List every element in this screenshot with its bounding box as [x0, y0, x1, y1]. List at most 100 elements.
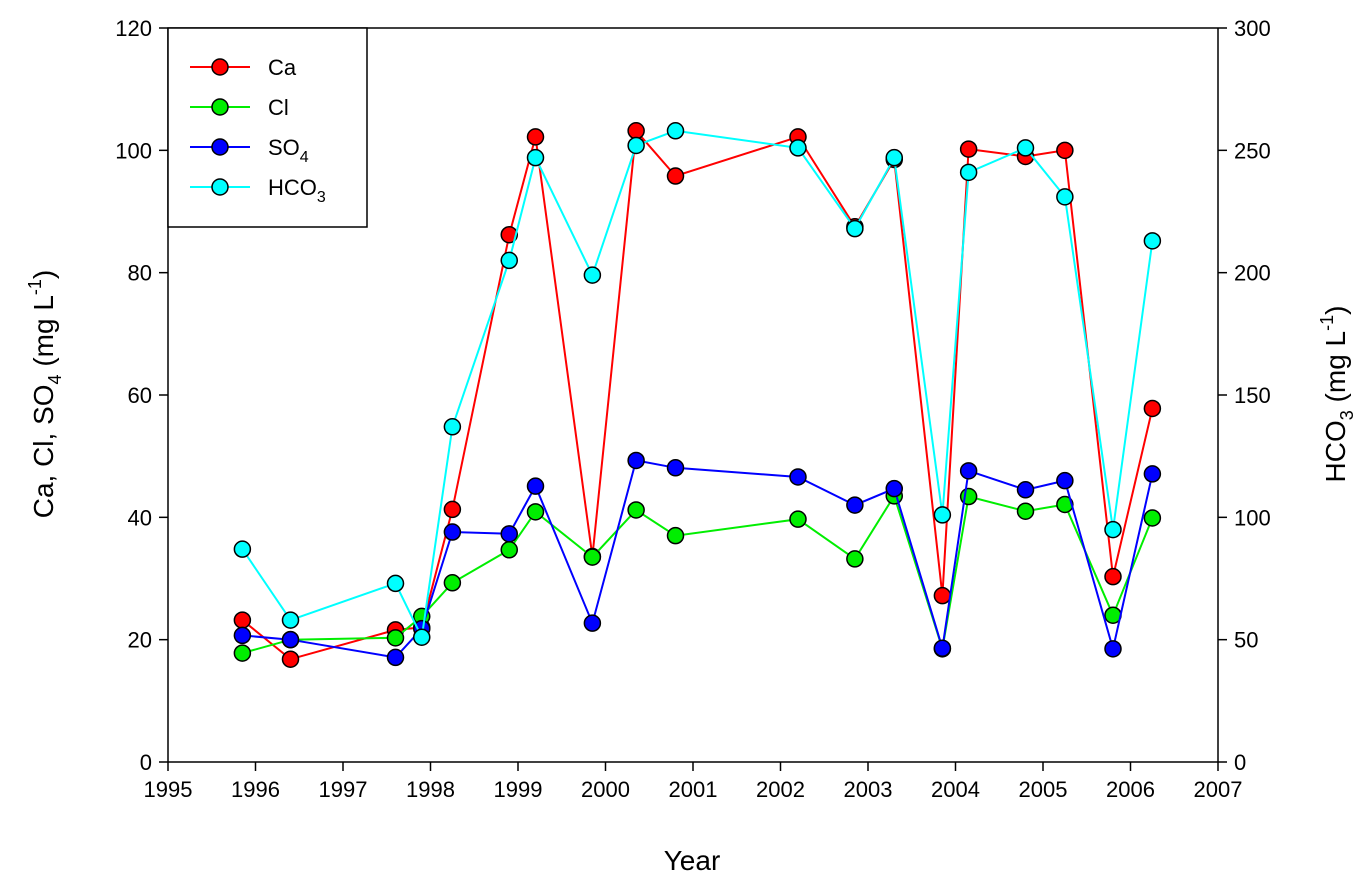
data-point-so4 [959, 462, 978, 480]
y-left-unit-post: ) [28, 270, 59, 279]
legend-label-cl: Cl [268, 95, 289, 120]
data-point-hco3 [885, 148, 903, 167]
data-point-hco3 [1056, 188, 1074, 206]
data-point-so4 [500, 525, 518, 543]
x-tick-label: 2007 [1194, 777, 1243, 802]
data-point-hco3 [933, 506, 952, 524]
y-left-tick-label: 40 [128, 505, 152, 530]
x-tick-label: 2000 [581, 777, 630, 802]
data-point-so4 [526, 477, 545, 495]
legend-box [167, 27, 368, 228]
data-point-so4 [1104, 640, 1122, 658]
x-tick-label: 2003 [844, 777, 893, 802]
x-tick-label: 1998 [406, 777, 455, 802]
data-point-ca [666, 167, 685, 185]
series-line-so4 [242, 459, 1154, 659]
series-line-cl [242, 493, 1154, 655]
data-point-so4 [846, 496, 864, 514]
legend-label-ca: Ca [268, 55, 297, 80]
data-point-ca [959, 140, 978, 158]
x-tick-label: 2004 [931, 777, 980, 802]
y-right-tick-label: 0 [1234, 750, 1246, 775]
x-tick-label: 2002 [756, 777, 805, 802]
data-point-cl [500, 541, 518, 559]
y-right-unit-post: ) [1320, 306, 1351, 315]
data-point-so4 [666, 459, 685, 477]
series-ca [233, 122, 1162, 668]
y-right-base: HCO [1320, 420, 1351, 482]
data-point-ca [526, 128, 545, 146]
legend: Ca Cl SO4 HCO3 [167, 27, 368, 228]
y-right-tick-label: 100 [1234, 505, 1271, 530]
series-hco3 [233, 122, 1162, 646]
data-point-so4 [885, 479, 903, 498]
series-line-hco3 [241, 129, 1154, 641]
data-point-hco3 [789, 139, 807, 157]
y-axis-title-left: Ca, Cl, SO4 (mg L-1) [25, 270, 65, 519]
series-layer [233, 122, 1162, 668]
data-point-so4 [627, 451, 645, 470]
data-point-hco3 [443, 418, 462, 436]
data-point-cl [1056, 495, 1074, 514]
x-tick-label: 1995 [144, 777, 193, 802]
x-tick-label: 1999 [494, 777, 543, 802]
data-point-ca [1056, 141, 1074, 160]
y-right-sub: 3 [1337, 410, 1357, 420]
y-axis-title-right: HCO3 (mg L-1) [1317, 306, 1357, 483]
y-left-tick-label: 0 [140, 750, 152, 775]
data-point-cl [789, 510, 807, 528]
y-left-unit-pre: (mg L [28, 295, 59, 374]
x-tick-label: 2005 [1019, 777, 1068, 802]
data-point-cl [526, 503, 545, 521]
legend-label-so4: SO4 [268, 135, 309, 166]
y-right-sup: -1 [1317, 315, 1337, 331]
y-right-unit-pre: (mg L [1320, 331, 1351, 410]
data-point-ca [233, 611, 252, 629]
data-point-cl [583, 548, 602, 566]
data-point-so4 [789, 468, 807, 486]
data-point-hco3 [500, 251, 518, 270]
data-point-hco3 [627, 136, 645, 155]
x-tick-label: 1997 [319, 777, 368, 802]
legend-marker-ca [211, 58, 229, 76]
data-point-ca [1143, 399, 1162, 418]
data-point-hco3 [846, 219, 864, 238]
data-point-hco3 [281, 611, 300, 629]
y-right-tick-label: 200 [1234, 261, 1271, 286]
y-left-tick-label: 120 [115, 16, 152, 41]
legend-label-hco3: HCO3 [268, 175, 326, 206]
legend-marker-so4 [211, 138, 229, 156]
x-tick-label: 1996 [231, 777, 280, 802]
data-point-cl [1016, 502, 1035, 520]
y-left-base: Ca, Cl, SO [28, 384, 59, 518]
y-left-sub: 4 [45, 374, 65, 384]
data-point-so4 [1143, 465, 1162, 483]
y-left-tick-label: 80 [128, 261, 152, 286]
series-so4 [233, 451, 1162, 667]
x-tick-label: 2001 [669, 777, 718, 802]
data-point-so4 [386, 648, 405, 667]
data-point-hco3 [526, 148, 545, 167]
data-point-cl [666, 526, 685, 545]
data-point-cl [627, 501, 645, 519]
data-point-ca [281, 650, 300, 668]
data-point-so4 [233, 626, 252, 645]
legend-marker-cl [211, 98, 229, 116]
data-point-cl [443, 574, 462, 592]
series-line-ca [241, 128, 1154, 661]
x-axis-title: Year [664, 845, 721, 876]
y-right-tick-label: 250 [1234, 138, 1271, 163]
data-point-hco3 [233, 540, 252, 558]
y-left-sup: -1 [25, 279, 45, 295]
data-point-ca [443, 500, 462, 519]
data-point-so4 [583, 614, 602, 632]
data-point-hco3 [666, 122, 685, 140]
data-point-ca [500, 225, 518, 244]
y-right-tick-label: 50 [1234, 628, 1258, 653]
data-point-hco3 [1104, 520, 1122, 539]
y-right-tick-label: 300 [1234, 16, 1271, 41]
data-point-hco3 [583, 266, 602, 284]
data-point-so4 [443, 523, 462, 541]
y-left-tick-label: 100 [115, 138, 152, 163]
